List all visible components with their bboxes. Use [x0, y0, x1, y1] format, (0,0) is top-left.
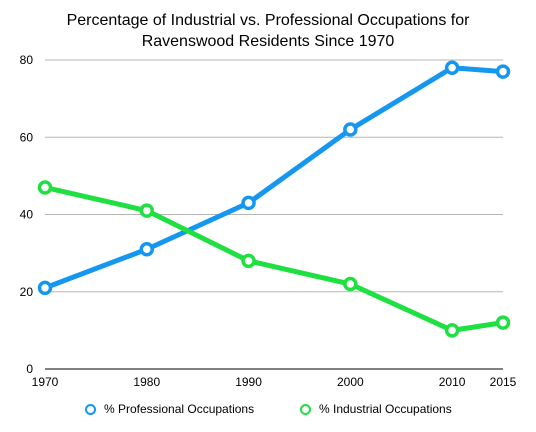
- legend: % Professional Occupations % Industrial …: [0, 402, 536, 422]
- chart-title-line-1: Percentage of Industrial vs. Professiona…: [66, 12, 470, 29]
- y-tick-label-0: 0: [26, 362, 33, 376]
- data-point-s0-2015: [495, 64, 511, 79]
- x-tick-label-2015: 2015: [490, 375, 517, 389]
- legend-item-professional[interactable]: % Professional Occupations: [85, 402, 254, 416]
- data-point-s1-1980: [139, 203, 155, 218]
- y-tick-label-20: 20: [20, 285, 34, 299]
- data-point-s0-1970: [37, 280, 53, 296]
- x-tick-label-1980: 1980: [133, 375, 160, 389]
- x-tick-label-2000: 2000: [337, 375, 364, 389]
- x-tick-label-2010: 2010: [439, 375, 466, 389]
- legend-item-industrial[interactable]: % Industrial Occupations: [300, 402, 452, 416]
- chart-title-line-2: Ravenswood Residents Since 1970: [141, 33, 395, 50]
- x-tick-label-1990: 1990: [235, 375, 262, 389]
- series-line-0: [42, 65, 506, 291]
- legend-label-industrial: % Industrial Occupations: [319, 402, 452, 416]
- data-point-s1-2000: [343, 276, 358, 292]
- data-point-s1-1970: [37, 180, 53, 195]
- data-points: [37, 60, 511, 338]
- data-point-s0-1980: [139, 242, 155, 257]
- series-line-1: [42, 184, 506, 333]
- y-tick-label-80: 80: [20, 53, 34, 67]
- data-point-s0-2010: [444, 60, 460, 75]
- series-lines: [42, 65, 506, 333]
- data-point-s0-1990: [241, 195, 256, 211]
- legend-marker-industrial: [300, 403, 311, 415]
- legend-marker-professional: [85, 403, 96, 415]
- tick-labels: 0 20 40 60 80 1970 1980 1990 2000 2010 2015: [20, 53, 517, 389]
- legend-label-professional: % Professional Occupations: [104, 402, 255, 416]
- data-point-s1-2010: [444, 323, 460, 338]
- chart-title: Percentage of Industrial vs. Professiona…: [0, 10, 536, 52]
- data-point-s1-1990: [241, 253, 256, 269]
- gridlines: [45, 59, 503, 293]
- y-tick-label-60: 60: [20, 130, 34, 144]
- x-tick-label-1970: 1970: [32, 375, 59, 389]
- data-point-s0-2000: [343, 122, 358, 137]
- y-tick-label-40: 40: [20, 208, 34, 222]
- data-point-s1-2015: [495, 315, 511, 330]
